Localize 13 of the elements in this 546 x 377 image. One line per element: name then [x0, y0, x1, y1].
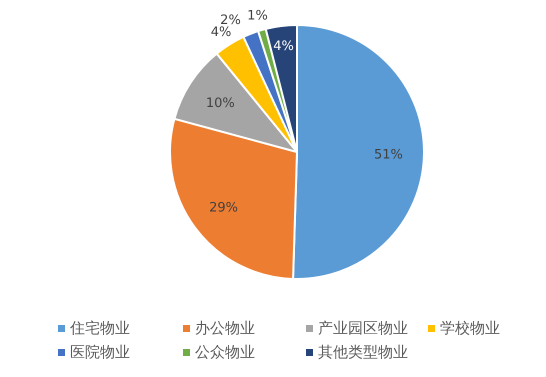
legend-label: 学校物业 [440, 319, 500, 337]
data-label: 4% [273, 38, 294, 54]
legend-label: 其他类型物业 [318, 343, 408, 361]
legend-label: 办公物业 [195, 319, 255, 337]
data-label: 10% [206, 96, 235, 112]
legend-label: 公众物业 [195, 343, 255, 361]
data-label: 51% [374, 147, 403, 162]
legend-label: 住宅物业 [69, 319, 130, 337]
data-label: 4% [210, 24, 232, 40]
legend-label: 医院物业 [70, 343, 130, 361]
data-label: 29% [209, 200, 238, 216]
legend-label: 产业园区物业 [318, 319, 408, 337]
data-label: 1% [247, 8, 268, 24]
